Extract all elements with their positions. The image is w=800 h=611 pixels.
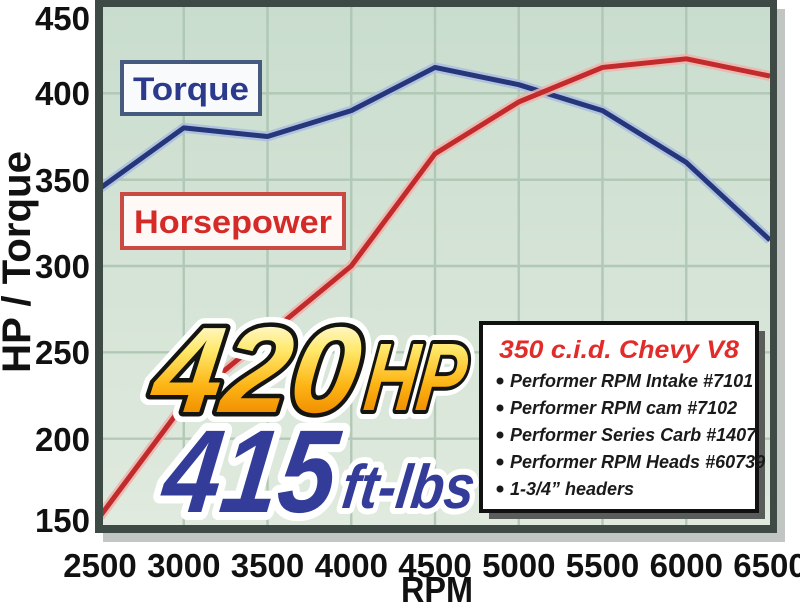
bullet-icon <box>496 458 504 466</box>
y-tick-200: 200 <box>35 421 90 458</box>
y-tick-350: 350 <box>35 162 90 199</box>
spec-item: Performer RPM Heads #60739 <box>510 452 765 472</box>
curves <box>103 53 770 520</box>
bullet-icon <box>496 404 504 412</box>
hp-headline: 420 420 HP HP <box>134 291 482 447</box>
horsepower-legend-label: Horsepower <box>134 204 332 240</box>
bullet-icon <box>496 377 504 385</box>
spec-item: 1-3/4” headers <box>510 479 634 499</box>
horsepower-legend-box <box>120 192 346 250</box>
hp-headline-value: 420 <box>144 301 369 437</box>
spec-box-panel <box>479 321 759 513</box>
horsepower-legend: Horsepower <box>120 192 346 250</box>
x-tick-4000: 4000 <box>315 547 388 584</box>
spec-item: Performer RPM Intake #7101 <box>510 371 753 391</box>
y-tick-150: 150 <box>35 502 90 539</box>
x-tick-6000: 6000 <box>650 547 723 584</box>
bullet-icon <box>496 485 504 493</box>
y-tick-450: 450 <box>35 0 90 37</box>
bullet-icon <box>496 431 504 439</box>
spec-box-title: 350 c.i.d. Chevy V8 <box>499 336 739 364</box>
y-tick-400: 400 <box>35 75 90 112</box>
x-axis-ticks: 2500 3000 3500 4000 4500 5000 5500 6000 … <box>63 547 800 584</box>
spec-item: Performer RPM cam #7102 <box>510 398 737 418</box>
x-tick-5500: 5500 <box>566 547 639 584</box>
torque-headline: 415 ft-lbs <box>147 398 485 546</box>
x-tick-3000: 3000 <box>147 547 220 584</box>
x-tick-3500: 3500 <box>231 547 304 584</box>
hp-headline-unit-outline: HP <box>359 324 473 431</box>
spec-box-list: Performer RPM Intake #7101 Performer RPM… <box>496 371 765 499</box>
torque-legend-box <box>120 60 262 116</box>
torque-headline-unit: ft-lbs <box>338 453 478 522</box>
y-tick-250: 250 <box>35 334 90 371</box>
horsepower-line <box>103 56 770 517</box>
hp-headline-value-outline: 420 <box>144 301 369 437</box>
torque-line <box>103 64 770 242</box>
x-tick-2500: 2500 <box>63 547 136 584</box>
hp-headline-unit: HP <box>359 324 473 431</box>
x-tick-6500: 6500 <box>733 547 800 584</box>
x-axis-title: RPM <box>401 569 473 610</box>
x-tick-4500: 4500 <box>398 547 471 584</box>
x-tick-5000: 5000 <box>482 547 555 584</box>
y-tick-300: 300 <box>35 248 90 285</box>
spec-box: 350 c.i.d. Chevy V8 Performer RPM Intake… <box>479 321 765 519</box>
y-axis-ticks: 450 400 350 300 250 200 150 <box>35 0 90 539</box>
torque-legend: Torque <box>120 60 262 116</box>
spec-item: Performer Series Carb #1407 <box>510 425 757 445</box>
torque-legend-label: Torque <box>133 71 249 107</box>
torque-headline-value: 415 <box>155 406 347 538</box>
y-axis-title: HP / Torque <box>0 151 39 373</box>
